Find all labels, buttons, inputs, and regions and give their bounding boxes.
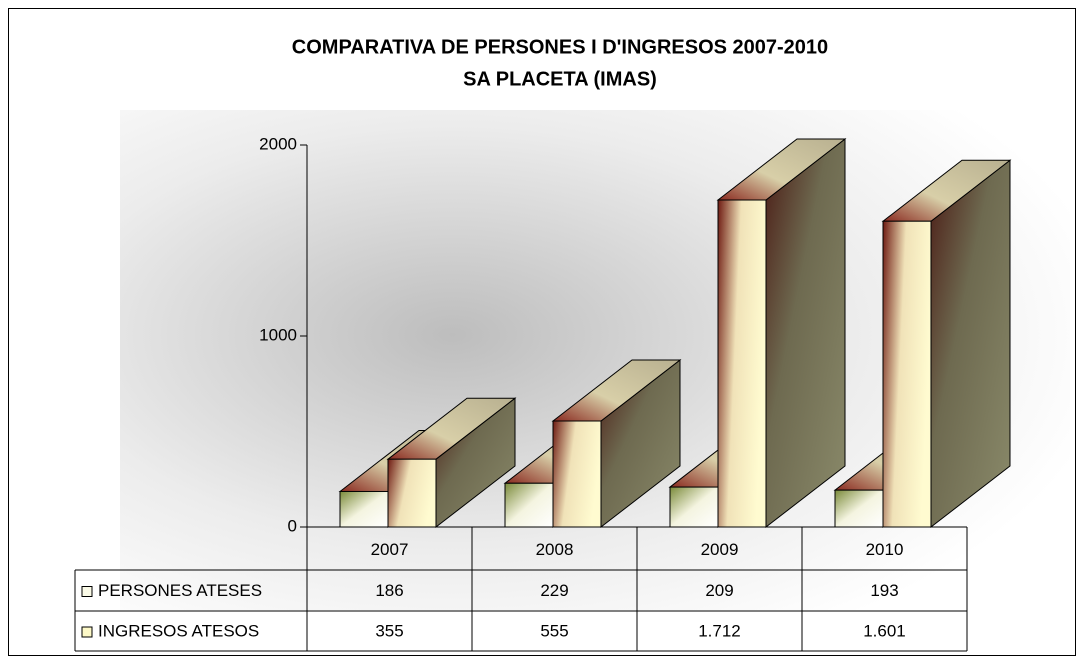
x-tick-label: 2007 bbox=[371, 540, 409, 559]
bar bbox=[387, 458, 437, 528]
bar bbox=[882, 220, 932, 528]
data-label: 193 bbox=[870, 581, 898, 600]
data-label: 186 bbox=[375, 581, 403, 600]
y-tick-label: 1000 bbox=[259, 325, 297, 344]
data-label: 1.601 bbox=[863, 621, 906, 640]
x-tick-label: 2008 bbox=[536, 540, 574, 559]
legend-label: INGRESOS ATESOS bbox=[98, 621, 259, 640]
y-tick-label: 2000 bbox=[259, 134, 297, 153]
legend-swatch bbox=[81, 586, 93, 597]
x-tick-label: 2010 bbox=[866, 540, 904, 559]
bar-side bbox=[765, 137, 846, 529]
y-tick-label: 0 bbox=[288, 516, 297, 535]
bar bbox=[669, 486, 719, 528]
bar-side bbox=[930, 159, 1011, 529]
bar bbox=[717, 199, 767, 528]
bar bbox=[339, 490, 389, 528]
chart-title: COMPARATIVA DE PERSONES I D'INGRESOS 200… bbox=[292, 36, 828, 58]
data-label: 555 bbox=[540, 621, 568, 640]
data-label: 355 bbox=[375, 621, 403, 640]
chart-subtitle: SA PLACETA (IMAS) bbox=[463, 68, 657, 90]
data-label: 229 bbox=[540, 581, 568, 600]
data-label: 1.712 bbox=[698, 621, 741, 640]
data-label: 209 bbox=[705, 581, 733, 600]
legend-label: PERSONES ATESES bbox=[98, 581, 262, 600]
bar bbox=[834, 489, 884, 528]
bar bbox=[504, 482, 554, 528]
bar bbox=[552, 420, 602, 528]
legend-swatch bbox=[81, 626, 93, 638]
x-tick-label: 2009 bbox=[701, 540, 739, 559]
